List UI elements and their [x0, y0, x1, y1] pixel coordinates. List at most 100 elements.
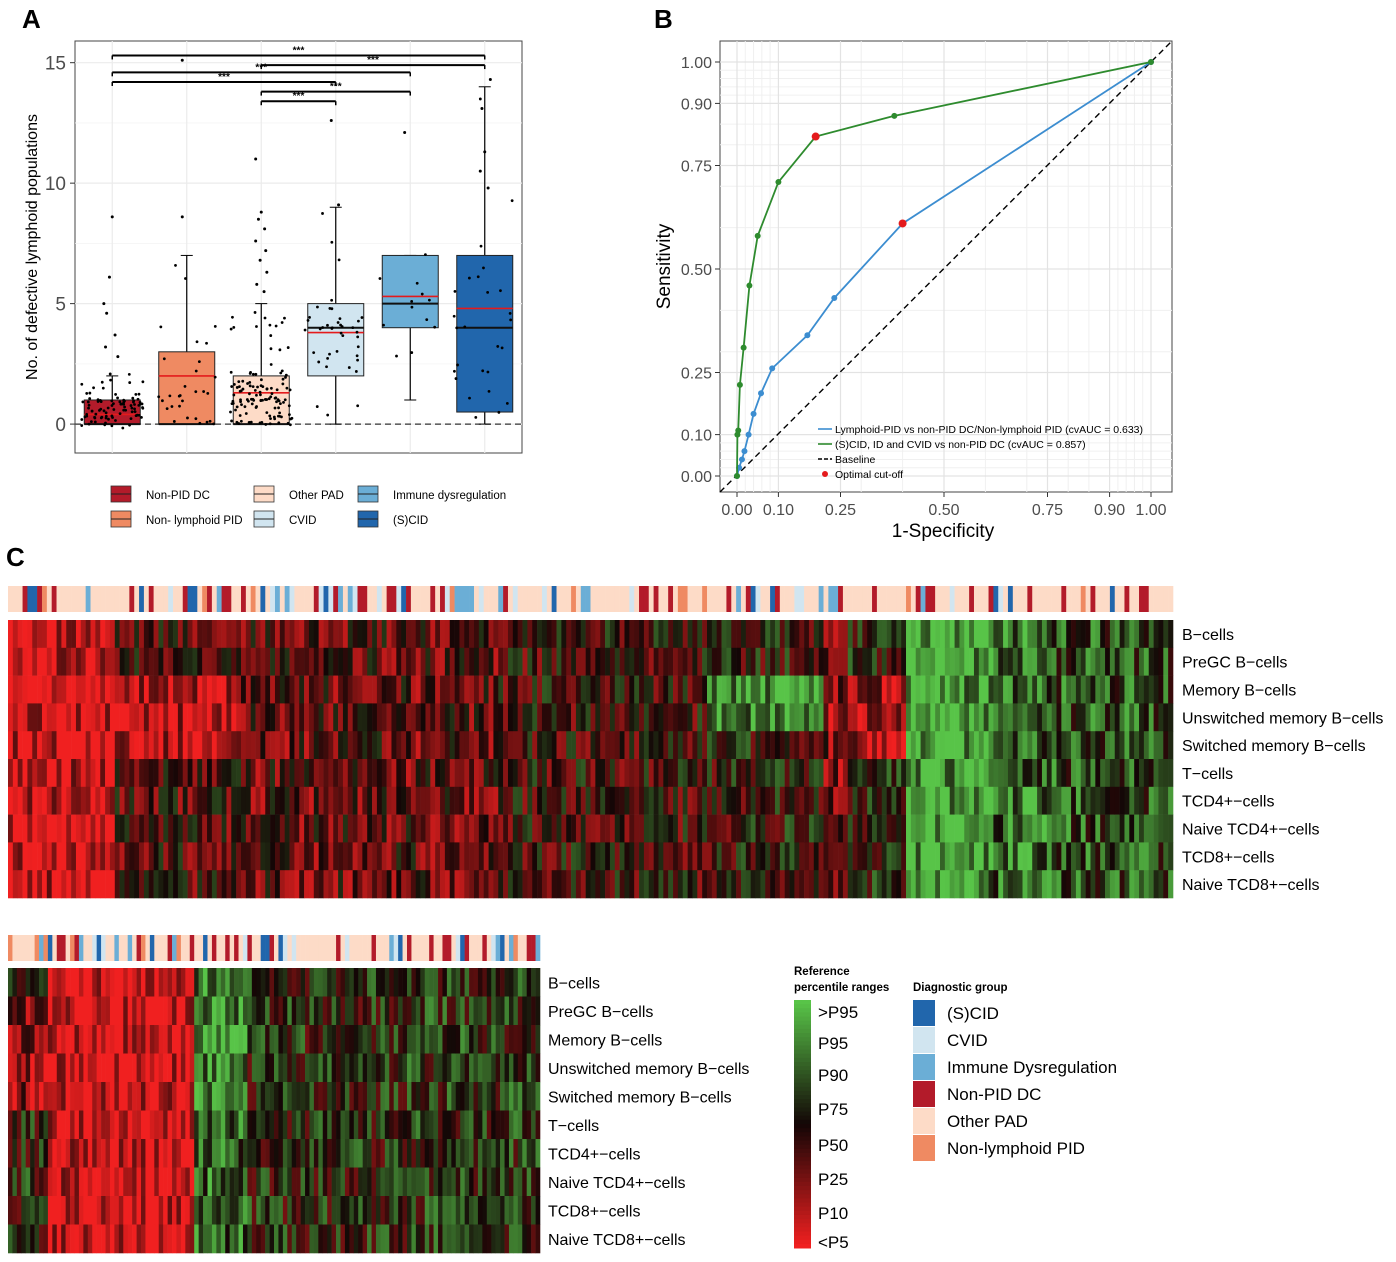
heatmap-cell	[442, 1082, 448, 1111]
heatmap-cell	[134, 786, 140, 815]
heatmap-cell	[265, 968, 270, 997]
heatmap-cell	[774, 786, 781, 815]
heatmap-cell	[134, 842, 140, 871]
heatmap-cell	[381, 870, 387, 899]
heatmap-cell	[779, 842, 785, 871]
heatmap-cell	[287, 968, 293, 997]
heatmap-cell	[988, 842, 994, 871]
heatmap-cell	[449, 620, 455, 649]
heatmap-cell	[770, 620, 776, 649]
annotation-cell	[993, 586, 999, 612]
heatmap-cell	[389, 1110, 394, 1140]
heatmap-cell	[901, 870, 907, 899]
heatmap-cell	[202, 620, 208, 649]
heatmap-cell	[504, 968, 510, 997]
heatmap-cell	[153, 620, 159, 649]
annotation-cell	[52, 935, 58, 961]
heatmap-cell	[260, 703, 266, 732]
annotation-cell	[367, 935, 372, 961]
heatmap-cell	[309, 968, 315, 997]
annotation-cell	[265, 935, 270, 961]
heatmap-cell	[406, 731, 412, 760]
heatmap-cell	[770, 675, 776, 704]
heatmap-cell	[80, 870, 86, 899]
annotation-cell	[1100, 586, 1106, 612]
heatmap-cell	[198, 968, 204, 997]
heatmap-cell	[41, 675, 48, 704]
heatmap-cell	[256, 996, 261, 1026]
heatmap-cell	[105, 731, 111, 760]
heatmap-cell	[750, 647, 756, 676]
y-tick-label: 15	[45, 54, 66, 75]
annotation-cell	[129, 586, 135, 612]
heatmap-cell	[236, 870, 242, 899]
heatmap-cell	[85, 675, 91, 704]
heatmap-cell	[367, 620, 373, 649]
heatmap-cell	[393, 996, 399, 1026]
heatmap-cell	[531, 996, 536, 1026]
heatmap-cell	[250, 675, 256, 704]
heatmap-cell	[451, 1053, 457, 1083]
heatmap-cell	[198, 1167, 204, 1197]
data-point	[288, 413, 291, 417]
heatmap-cell	[71, 675, 77, 704]
heatmap-cell	[331, 1167, 337, 1197]
heatmap-cell	[247, 1224, 253, 1254]
data-point	[248, 380, 252, 384]
heatmap-cell	[600, 703, 606, 732]
heatmap-cell	[959, 842, 965, 871]
annotation-cell	[1148, 586, 1154, 612]
heatmap-cell	[668, 759, 674, 788]
heatmap-cell	[726, 703, 732, 732]
heatmap-cell	[278, 1082, 284, 1111]
heatmap-cell	[118, 1139, 124, 1168]
heatmap-cell	[682, 675, 688, 704]
heatmap-cell	[289, 759, 295, 788]
annotation-cell	[891, 586, 897, 612]
heatmap-cell	[969, 786, 975, 815]
heatmap-cell	[327, 996, 332, 1026]
heatmap-cell	[658, 620, 664, 649]
heatmap-cell	[114, 703, 120, 732]
heatmap-cell	[197, 675, 203, 704]
heatmap-cell	[813, 703, 819, 732]
heatmap-cell	[512, 620, 518, 649]
heatmap-cell	[531, 1025, 536, 1054]
heatmap-cell	[398, 1053, 403, 1083]
annotation-cell	[371, 935, 377, 961]
heatmap-cell	[770, 647, 776, 676]
heatmap-cell	[789, 759, 795, 788]
heatmap-cell	[90, 647, 96, 676]
heatmap-cell	[954, 647, 960, 676]
heatmap-cell	[609, 620, 616, 649]
heatmap-cell	[278, 1110, 284, 1140]
heatmap-cell	[357, 842, 363, 871]
heatmap-cell	[634, 842, 640, 871]
heatmap-cell	[37, 786, 43, 815]
data-point	[213, 324, 217, 328]
row-label: Naive TCD8+−cells	[548, 1232, 686, 1249]
heatmap-cell	[105, 1167, 111, 1197]
heatmap-cell	[896, 814, 902, 843]
heatmap-cell	[415, 1167, 421, 1197]
heatmap-cell	[118, 1053, 124, 1083]
heatmap-cell	[818, 786, 824, 815]
heatmap-cell	[435, 647, 441, 676]
heatmap-cell	[47, 1167, 53, 1197]
data-point	[284, 373, 288, 377]
heatmap-cell	[482, 1053, 488, 1083]
percentile-gradient-step	[794, 1124, 811, 1129]
heatmap-cell	[27, 675, 33, 704]
annotation-cell	[590, 586, 596, 612]
heatmap-cell	[410, 620, 417, 649]
annotation-cell	[711, 586, 718, 612]
heatmap-cell	[488, 731, 494, 760]
significance-label: ***	[293, 91, 305, 102]
heatmap-cell	[1056, 759, 1062, 788]
heatmap-cell	[755, 647, 761, 676]
heatmap-cell	[1143, 731, 1150, 760]
heatmap-cell	[274, 620, 281, 649]
heatmap-cell	[226, 842, 232, 871]
heatmap-cell	[988, 870, 994, 899]
heatmap-cell	[823, 620, 829, 649]
